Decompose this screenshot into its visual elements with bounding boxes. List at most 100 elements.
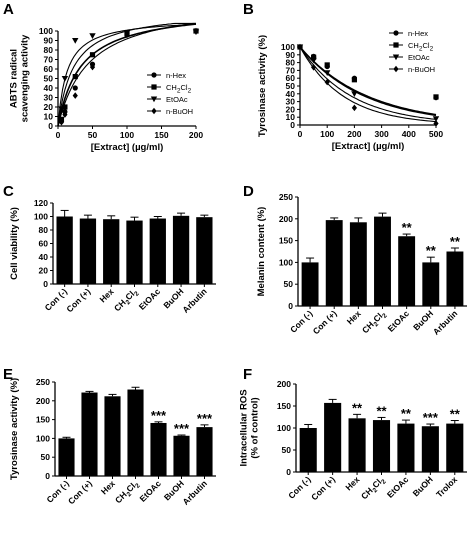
y-axis-title: Tyrosinase activity (%) [9, 378, 20, 480]
category-label: CH2Cl2 [360, 308, 389, 337]
data-point-square [433, 94, 439, 100]
bar [397, 423, 415, 472]
data-point-square [62, 104, 68, 110]
y-tick-label: 10 [286, 112, 296, 122]
bar [422, 262, 440, 306]
bar [299, 428, 317, 472]
bar [325, 220, 343, 306]
y-tick-label: 50 [284, 279, 294, 289]
category-label: CH2Cl2 [112, 286, 141, 315]
legend-marker-triangle-down [150, 96, 158, 103]
y-tick-label: 90 [286, 50, 296, 60]
y-axis-title-line-1: ABTS radical [9, 49, 20, 108]
category-label: Arbutin [431, 308, 459, 336]
bar [173, 435, 190, 476]
data-point-diamond [58, 118, 65, 126]
data-point-triangle-down [351, 91, 358, 97]
significance-marker: ** [402, 220, 413, 235]
fit-curve-0 [299, 46, 437, 117]
x-tick-label: 100 [320, 129, 334, 139]
legend-label: n-BuOH [166, 107, 193, 116]
fit-curve-2 [57, 23, 197, 127]
significance-marker: ** [450, 407, 461, 422]
fit-curve-2 [299, 46, 437, 120]
category-label: Hex [98, 286, 116, 304]
bar [58, 438, 75, 476]
category-label: Trolox [434, 474, 459, 499]
data-point-triangle-down [72, 38, 79, 44]
bar [127, 389, 144, 476]
y-tick-label: 200 [36, 396, 50, 406]
category-label: Con (+) [309, 474, 337, 502]
legend-label: CH2Cl2 [408, 41, 434, 53]
data-point-square [72, 74, 78, 80]
data-point-diamond [324, 78, 330, 86]
bar [324, 402, 342, 472]
category-label: Con (-) [288, 308, 315, 335]
panel-label-e: E [3, 366, 13, 383]
x-tick-label: 50 [88, 130, 98, 140]
x-tick-label: 200 [347, 129, 361, 139]
data-point-triangle-down [310, 57, 317, 64]
data-point-circle [72, 85, 78, 91]
y-tick-label: 50 [282, 445, 292, 455]
x-axis-title: [Extract] (µg/ml) [332, 141, 405, 152]
y-tick-label: 30 [286, 97, 296, 107]
y-tick-label: 100 [281, 42, 295, 52]
category-label: Con (+) [66, 478, 94, 506]
x-tick-label: 400 [402, 129, 416, 139]
y-axis-title-line-1: Intracellular ROS [239, 389, 250, 466]
y-tick-label: 120 [34, 198, 48, 208]
panel-label-c: C [3, 183, 14, 200]
panel-d: 0 50 100 150 200 250 Melanin content (%) Con (-… [256, 192, 467, 337]
y-tick-label: 50 [286, 81, 296, 91]
y-tick-label: 0 [43, 279, 48, 289]
bar [172, 215, 190, 284]
panel-e: 0 50 100 150 200 250 Tyrosinase activity (%) Co… [9, 377, 216, 507]
y-tick-label: 40 [44, 83, 54, 93]
fit-curve-1 [299, 46, 437, 115]
y-tick-label: 60 [44, 64, 54, 74]
category-label: Hex [345, 308, 363, 326]
bar [150, 422, 167, 476]
y-tick-label: 60 [286, 73, 296, 83]
data-point-diamond [72, 92, 78, 99]
data-point-square [89, 52, 96, 58]
bar [56, 216, 73, 284]
y-tick-label: 70 [44, 55, 54, 65]
x-tick-label: 200 [189, 130, 203, 140]
panel-label-f: F [243, 366, 252, 383]
category-label: EtOAc [386, 308, 412, 334]
category-label: EtOAc [137, 478, 163, 504]
data-point-diamond [124, 31, 130, 39]
y-tick-label: 100 [277, 423, 291, 433]
bar [103, 219, 120, 284]
category-label: Con (+) [311, 308, 339, 336]
data-point-triangle-down [432, 116, 440, 122]
x-tick-label: 0 [298, 129, 303, 139]
data-point-diamond [311, 63, 317, 71]
y-axis-title-line-2: scavenging activity [20, 34, 31, 122]
legend-marker-triangle-down [392, 54, 400, 61]
category-label: CH2Cl2 [113, 478, 142, 507]
y-tick-label: 0 [286, 467, 291, 477]
significance-marker: *** [423, 410, 439, 425]
significance-marker: ** [426, 243, 437, 258]
y-axis-title: Melanin content (%) [256, 207, 267, 297]
data-point-square [311, 54, 317, 60]
x-tick-label: 150 [154, 130, 168, 140]
bar [348, 418, 366, 472]
significance-marker: *** [197, 411, 213, 426]
bar [196, 217, 213, 284]
fit-curve-3 [57, 22, 196, 127]
y-tick-label: 50 [44, 74, 54, 84]
data-point-diamond [193, 27, 199, 35]
y-axis-title: Cell viability (%) [9, 207, 20, 280]
significance-marker: *** [174, 421, 190, 436]
category-label: Con (-) [286, 474, 313, 501]
significance-marker: ** [450, 234, 461, 249]
y-tick-label: 150 [277, 401, 291, 411]
data-point-triangle-down [324, 70, 331, 76]
